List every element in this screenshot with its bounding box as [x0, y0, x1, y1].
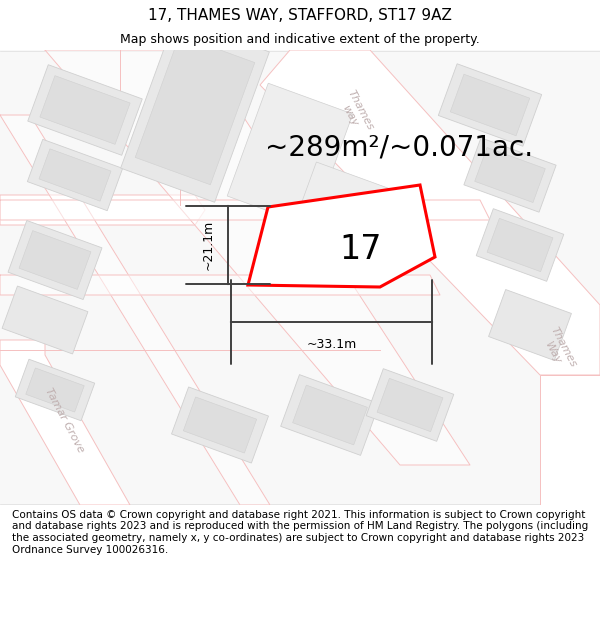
- Polygon shape: [439, 64, 542, 146]
- Polygon shape: [366, 369, 454, 441]
- Polygon shape: [28, 65, 142, 155]
- Polygon shape: [39, 149, 111, 201]
- Polygon shape: [281, 374, 379, 456]
- Polygon shape: [172, 387, 268, 463]
- Polygon shape: [0, 195, 205, 225]
- Polygon shape: [40, 76, 130, 144]
- Text: Tamar Grove: Tamar Grove: [44, 386, 86, 454]
- Polygon shape: [26, 368, 84, 412]
- Text: ~33.1m: ~33.1m: [307, 338, 356, 351]
- Polygon shape: [8, 221, 102, 299]
- Polygon shape: [464, 138, 556, 212]
- Polygon shape: [487, 218, 553, 272]
- Polygon shape: [45, 50, 470, 465]
- Polygon shape: [15, 359, 95, 421]
- Polygon shape: [135, 35, 255, 185]
- Text: Contains OS data © Crown copyright and database right 2021. This information is : Contains OS data © Crown copyright and d…: [12, 510, 588, 554]
- Text: ~289m²/~0.071ac.: ~289m²/~0.071ac.: [265, 133, 533, 161]
- Polygon shape: [227, 83, 353, 227]
- Text: ~21.1m: ~21.1m: [202, 220, 215, 270]
- Polygon shape: [0, 275, 440, 295]
- Polygon shape: [28, 139, 122, 211]
- Polygon shape: [19, 231, 91, 289]
- Polygon shape: [450, 74, 530, 136]
- Text: Thames
way: Thames way: [335, 89, 375, 138]
- Polygon shape: [476, 209, 564, 281]
- Text: 17: 17: [339, 232, 382, 266]
- Polygon shape: [377, 378, 443, 432]
- Polygon shape: [248, 185, 435, 287]
- Polygon shape: [475, 148, 545, 202]
- Polygon shape: [0, 50, 600, 505]
- Polygon shape: [184, 397, 257, 453]
- Polygon shape: [121, 18, 269, 202]
- Polygon shape: [488, 289, 571, 361]
- Polygon shape: [0, 200, 490, 220]
- Polygon shape: [0, 115, 270, 505]
- Polygon shape: [260, 50, 600, 375]
- Text: 17, THAMES WAY, STAFFORD, ST17 9AZ: 17, THAMES WAY, STAFFORD, ST17 9AZ: [148, 8, 452, 22]
- Polygon shape: [0, 340, 130, 505]
- Polygon shape: [540, 375, 600, 505]
- Text: Map shows position and indicative extent of the property.: Map shows position and indicative extent…: [120, 32, 480, 46]
- Polygon shape: [293, 385, 367, 445]
- Polygon shape: [289, 162, 401, 268]
- Polygon shape: [2, 286, 88, 354]
- Text: Thames
Way: Thames Way: [538, 326, 578, 374]
